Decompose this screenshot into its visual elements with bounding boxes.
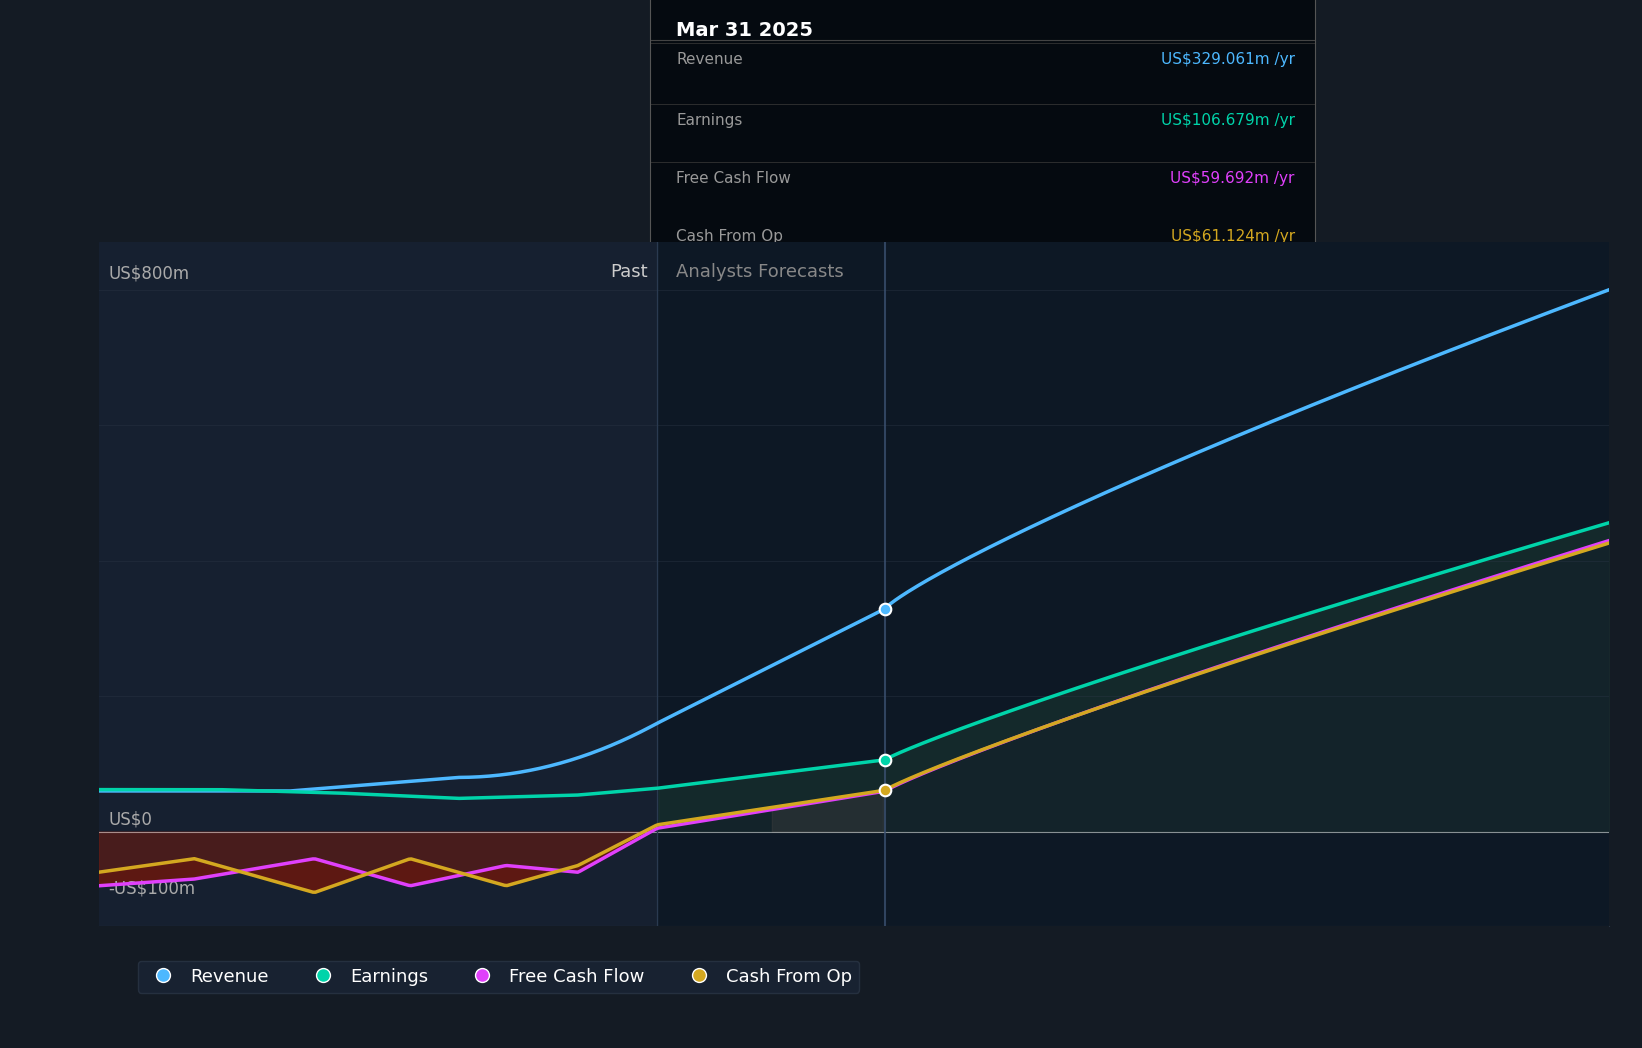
Point (872, 601, 898, 617)
Text: Analysts Forecasts: Analysts Forecasts (677, 263, 844, 281)
Point (872, 782, 898, 799)
Text: US$800m: US$800m (108, 265, 189, 283)
Point (872, 751, 898, 768)
Text: Past: Past (609, 263, 647, 281)
Text: US$0: US$0 (108, 811, 153, 829)
Bar (657, 242, 1609, 926)
Legend: Revenue, Earnings, Free Cash Flow, Cash From Op: Revenue, Earnings, Free Cash Flow, Cash … (138, 961, 859, 992)
Bar (99, 242, 657, 926)
Text: -US$100m: -US$100m (108, 880, 195, 898)
